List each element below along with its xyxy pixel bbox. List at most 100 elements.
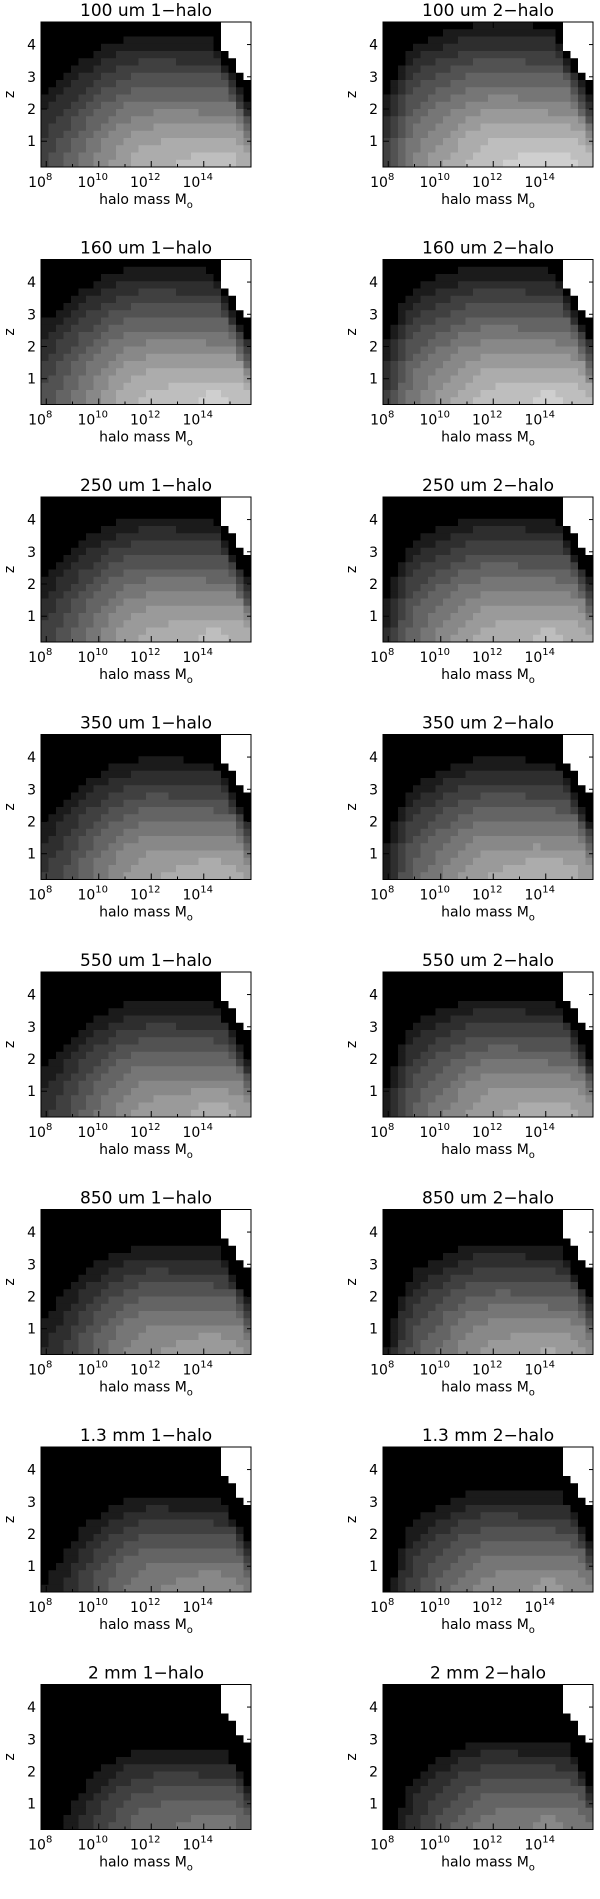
contour-cell (228, 741, 237, 750)
contour-cell (465, 152, 474, 161)
contour-cell (63, 850, 72, 859)
contour-cell (465, 259, 474, 268)
y-tick-label: 2 (369, 577, 378, 593)
contour-cell (56, 29, 64, 37)
contour-cell (86, 51, 94, 59)
contour-cell (183, 353, 192, 362)
contour-cell (390, 836, 399, 844)
contour-cell (198, 36, 207, 45)
y-tick-label: 1 (27, 609, 36, 625)
contour-cell (41, 22, 49, 30)
contour-cell (161, 569, 169, 578)
contour-cell (123, 274, 132, 282)
contour-cell (488, 339, 496, 347)
contour-cell (161, 288, 169, 297)
contour-cell (563, 741, 571, 750)
contour-cell (191, 778, 199, 786)
contour-cell (236, 43, 244, 52)
contour-cell (585, 778, 594, 786)
contour-cell (503, 138, 511, 146)
contour-cell (228, 72, 237, 81)
contour-cell (86, 627, 94, 636)
contour-cell (138, 584, 147, 592)
contour-cell (138, 159, 147, 168)
contour-cell (420, 339, 429, 347)
contour-cell (405, 324, 414, 333)
contour-cell (525, 518, 534, 527)
contour-cell (465, 361, 474, 369)
contour-cell (405, 785, 414, 793)
contour-cell (473, 382, 481, 391)
x-tick-exponent: 14 (200, 172, 213, 183)
contour-cell (518, 390, 526, 398)
contour-cell (213, 584, 222, 592)
contour-cell (93, 29, 102, 37)
contour-cell (458, 72, 466, 81)
contour-cell (48, 259, 57, 268)
contour-cell (443, 43, 451, 52)
contour-cell (108, 87, 117, 95)
contour-cell (93, 80, 102, 88)
contour-cell (488, 799, 496, 808)
contour-cell (101, 80, 109, 88)
contour-cell (578, 821, 586, 830)
contour-cell (525, 526, 534, 534)
contour-cell (213, 734, 222, 743)
contour-cell (183, 792, 192, 801)
contour-cell (228, 259, 237, 268)
contour-cell (548, 94, 556, 103)
contour-cell (480, 72, 489, 81)
contour-cell (473, 390, 481, 398)
contour-cell (405, 266, 414, 275)
contour-cell (465, 317, 474, 326)
contour-cell (563, 497, 571, 505)
contour-cell (161, 591, 169, 599)
contour-cell (563, 390, 571, 398)
contour-cell (398, 259, 406, 268)
contour-cell (198, 569, 207, 578)
contour-cell (458, 807, 466, 815)
contour-cell (183, 807, 192, 815)
contour-cell (548, 123, 556, 132)
contour-cell (570, 101, 579, 110)
contour-cell (540, 511, 549, 520)
contour-cell (93, 836, 102, 844)
x-axis-label: halo mass Mo (441, 192, 535, 211)
contour-cell (78, 504, 87, 512)
contour-cell (116, 799, 124, 808)
contour-cell (563, 259, 571, 268)
contour-cell (405, 547, 414, 556)
contour-cell (578, 770, 586, 779)
contour-cell (48, 836, 57, 844)
contour-cell (213, 109, 222, 117)
contour-cell (495, 303, 504, 311)
contour-cell (228, 540, 237, 549)
contour-cell (555, 778, 564, 786)
contour-cell (510, 734, 519, 743)
contour-cell (533, 620, 541, 628)
contour-cell (443, 22, 451, 30)
contour-cell (71, 1001, 79, 1009)
contour-cell (41, 1015, 49, 1024)
contour-cell (183, 799, 192, 808)
contour-cell (206, 605, 214, 614)
contour-cell (93, 993, 102, 1002)
contour-cell (420, 562, 429, 570)
contour-cell (108, 324, 117, 333)
contour-cell (71, 843, 79, 851)
contour-cell (116, 872, 124, 880)
contour-cell (548, 756, 556, 764)
contour-cell (428, 770, 436, 779)
contour-cell (101, 993, 109, 1002)
contour-cell (548, 872, 556, 880)
contour-cell (116, 569, 124, 578)
contour-cell (101, 159, 109, 168)
contour-cell (495, 51, 504, 59)
contour-cell (108, 303, 117, 311)
contour-cell (221, 317, 229, 326)
contour-cell (443, 511, 451, 520)
y-tick-label: 1 (369, 372, 378, 388)
contour-cell (405, 375, 414, 384)
contour-cell (413, 310, 421, 318)
